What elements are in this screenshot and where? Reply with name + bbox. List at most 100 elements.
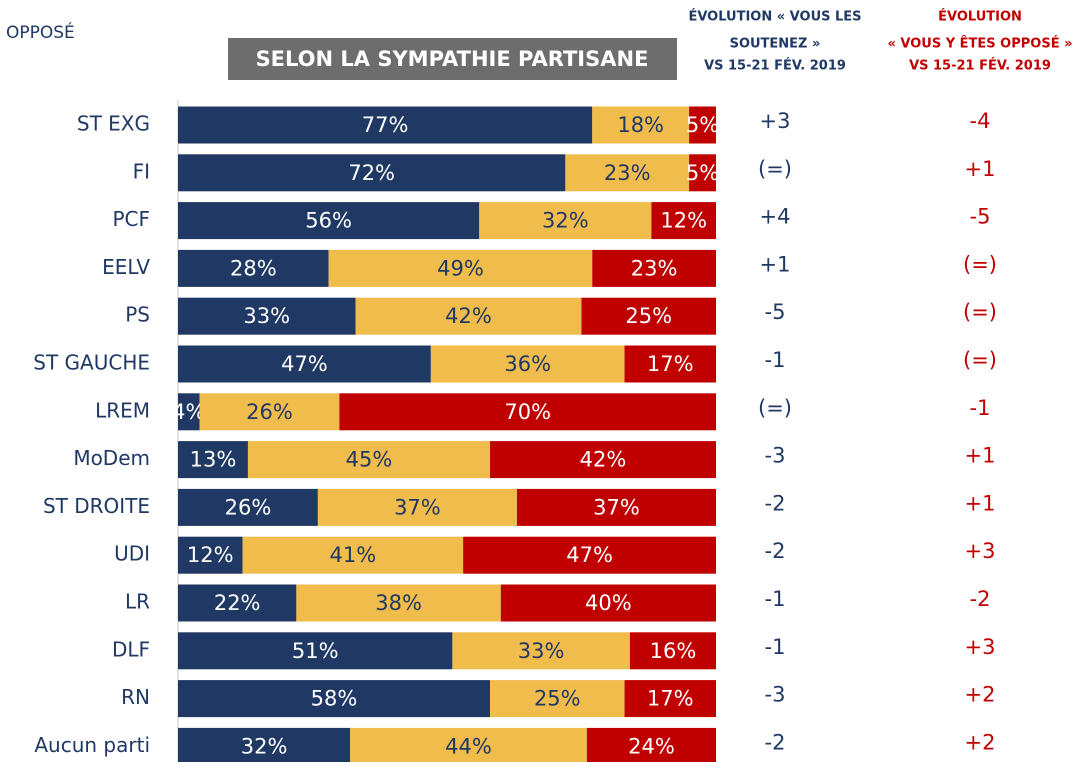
bar-segment (624, 345, 716, 383)
bar-segment (629, 632, 716, 670)
value-label: 37% (394, 495, 441, 519)
value-label: 25% (625, 304, 672, 328)
value-label: 5% (686, 161, 719, 185)
evolution-label: (=) (963, 348, 997, 372)
bar-segment (565, 154, 690, 192)
evolution-label: +1 (965, 157, 996, 181)
bar-segment (178, 632, 453, 670)
value-label: 16% (650, 639, 697, 663)
value-label: 49% (437, 256, 484, 280)
value-label: 13% (190, 448, 237, 472)
bar-segment (178, 249, 329, 287)
category-label: FI (133, 159, 150, 183)
evolution-label: -2 (765, 730, 786, 754)
value-label: 47% (281, 352, 328, 376)
bar-segment (586, 727, 716, 762)
bar-segment (178, 584, 297, 622)
column-header: VS 15-21 FÉV. 2019 (704, 58, 846, 74)
bar-segment (689, 106, 716, 144)
value-label: 28% (230, 256, 277, 280)
bar-segment (178, 488, 318, 526)
evolution-label: +1 (965, 491, 996, 515)
column-header: SOUTENEZ » (730, 37, 821, 52)
bar-segment (178, 154, 566, 192)
evolution-label: +3 (760, 109, 791, 133)
bar-segment (328, 249, 593, 287)
evolution-label: +4 (760, 205, 791, 229)
column-header: ÉVOLUTION « VOUS LES (688, 9, 861, 25)
subtitle: SELON LA SYMPATHIE PARTISANE (256, 47, 649, 71)
bar-segment (490, 680, 625, 718)
subtitle-box (228, 38, 677, 80)
value-label: 36% (504, 352, 551, 376)
value-label: 17% (647, 352, 694, 376)
evolution-label: -2 (765, 539, 786, 563)
value-label: 42% (445, 304, 492, 328)
category-label: UDI (114, 542, 150, 566)
evolution-label: -2 (970, 587, 991, 611)
value-label: 41% (330, 543, 377, 567)
bar-segment (178, 297, 356, 335)
bar-segment (651, 202, 716, 240)
bar-segment (452, 632, 630, 670)
value-label: 58% (311, 687, 358, 711)
evolution-label: (=) (963, 252, 997, 276)
bar-segment (430, 345, 625, 383)
bar-segment (242, 536, 464, 574)
evolution-label: +3 (965, 635, 996, 659)
bar-segment (516, 488, 716, 526)
column-header: ÉVOLUTION (938, 9, 1022, 25)
bar-segment (624, 680, 716, 718)
evolution-label: +1 (760, 252, 791, 276)
value-label: 40% (585, 591, 632, 615)
category-label: ST GAUCHE (33, 351, 150, 375)
value-label: 77% (362, 113, 409, 137)
value-label: 25% (534, 687, 581, 711)
value-label: 32% (241, 734, 288, 758)
category-label: PS (125, 303, 150, 327)
bar-segment (490, 441, 716, 479)
value-label: 24% (628, 734, 675, 758)
value-label: 32% (542, 209, 589, 233)
bar-segment (178, 727, 351, 762)
evolution-label: -1 (765, 348, 786, 372)
evolution-label: +2 (965, 683, 996, 707)
bar-segment (592, 249, 716, 287)
value-label: 23% (604, 161, 651, 185)
evolution-label: (=) (963, 300, 997, 324)
evolution-label: -5 (970, 205, 991, 229)
value-label: 26% (246, 400, 293, 424)
value-label: 12% (660, 209, 707, 233)
evolution-label: -1 (765, 587, 786, 611)
bar-segment (592, 106, 690, 144)
category-label: LR (125, 590, 150, 614)
value-label: 5% (686, 113, 719, 137)
bar-segment (178, 106, 593, 144)
bar-segment (339, 393, 716, 431)
bar-segment (581, 297, 716, 335)
bar-segment (500, 584, 716, 622)
evolution-label: -4 (970, 109, 991, 133)
evolution-label: (=) (758, 157, 792, 181)
bar-segment (178, 536, 243, 574)
value-label: 51% (292, 639, 339, 663)
value-label: 17% (647, 687, 694, 711)
bar-segment (178, 345, 431, 383)
bar-segment (689, 154, 716, 192)
category-label: PCF (112, 207, 150, 231)
bar-segment (178, 202, 480, 240)
bar-segment (178, 441, 248, 479)
column-header: VS 15-21 FÉV. 2019 (909, 58, 1051, 74)
bar-segment (247, 441, 491, 479)
value-label: 45% (346, 448, 393, 472)
bar-segment (199, 393, 340, 431)
evolution-label: +1 (965, 444, 996, 468)
evolution-label: -2 (765, 491, 786, 515)
bar-segment (479, 202, 652, 240)
value-label: 26% (225, 495, 272, 519)
column-header: « VOUS Y ÊTES OPPOSÉ » (887, 36, 1072, 52)
evolution-label: +2 (965, 730, 996, 754)
value-label: 22% (214, 591, 261, 615)
bar-segment (317, 488, 517, 526)
